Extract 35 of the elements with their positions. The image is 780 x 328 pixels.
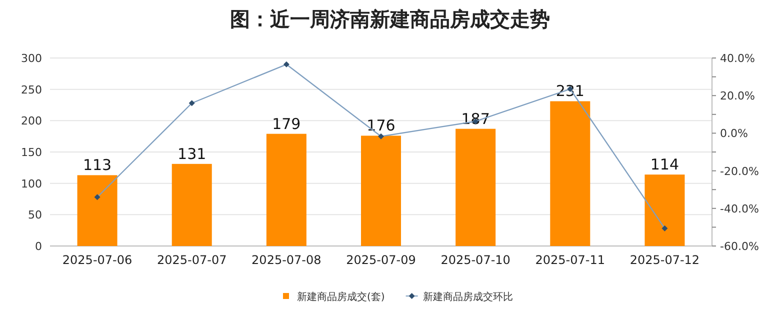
y2-tick-label: -60.0% bbox=[720, 240, 759, 253]
data-label: 113 bbox=[82, 156, 112, 174]
data-label: 131 bbox=[178, 144, 206, 163]
y2-tick-label: -40.0% bbox=[720, 202, 759, 216]
y2-tick-label: -20.0% bbox=[720, 164, 759, 178]
x-tick-label: 2025-07-08 bbox=[252, 253, 322, 267]
legend-label: 新建商品房成交(套) bbox=[297, 291, 385, 303]
y2-tick-label: 20.0% bbox=[720, 90, 755, 103]
y-tick-label: 200 bbox=[21, 114, 42, 128]
y-tick-label: 150 bbox=[21, 146, 42, 159]
y-tick-label: 0 bbox=[35, 240, 42, 253]
bar bbox=[550, 101, 590, 246]
legend-label: 新建商品房成交环比 bbox=[422, 291, 513, 303]
bar bbox=[172, 164, 212, 246]
data-label: 114 bbox=[650, 156, 680, 174]
bar bbox=[266, 134, 306, 246]
x-tick-label: 2025-07-06 bbox=[62, 253, 132, 267]
chart-title: 图：近一周济南新建商品房成交走势 bbox=[230, 7, 550, 31]
data-label: 179 bbox=[272, 114, 301, 133]
bar bbox=[644, 174, 685, 246]
y-tick-label: 250 bbox=[21, 83, 42, 96]
x-tick-label: 2025-07-12 bbox=[630, 253, 700, 267]
bar bbox=[361, 136, 401, 246]
x-tick-label: 2025-07-07 bbox=[156, 253, 227, 267]
bar bbox=[77, 175, 118, 246]
y2-tick-label: 0.0% bbox=[720, 127, 748, 140]
x-tick-label: 2025-07-11 bbox=[535, 253, 606, 267]
y-tick-label: 100 bbox=[21, 177, 42, 190]
y2-tick-label: 40.0% bbox=[720, 52, 755, 65]
x-tick-label: 2025-07-09 bbox=[346, 253, 416, 267]
y-tick-label: 300 bbox=[21, 52, 42, 65]
x-tick-label: 2025-07-10 bbox=[440, 253, 510, 267]
y-tick-label: 50 bbox=[28, 208, 42, 222]
data-label: 176 bbox=[366, 116, 396, 135]
bar bbox=[456, 128, 496, 246]
